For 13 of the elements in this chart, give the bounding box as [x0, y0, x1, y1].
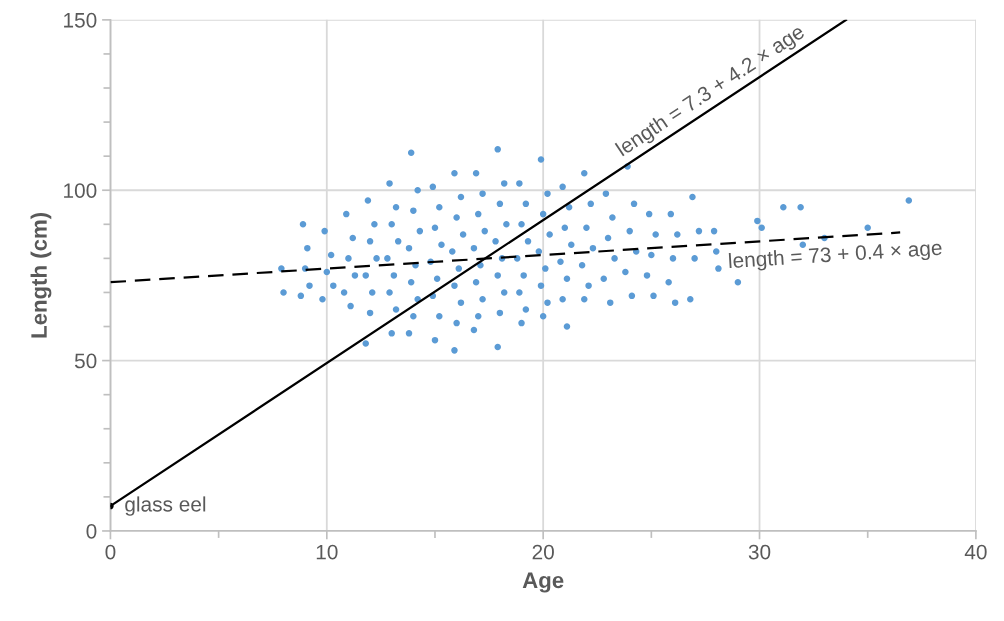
x-tick-label: 40 — [964, 544, 987, 560]
x-axis-title: Age — [522, 572, 564, 593]
y-tick-label: 100 — [64, 183, 97, 198]
y-tick-label: 50 — [74, 353, 97, 369]
annotation: glass eel — [125, 496, 206, 516]
x-tick-label: 20 — [532, 544, 554, 560]
x-tick-label: 0 — [105, 544, 116, 560]
y-axis-title: Length (cm) — [30, 212, 52, 338]
annotation: length = 73 + 0.4 × age — [728, 239, 943, 273]
x-tick-label: 10 — [316, 544, 338, 560]
x-tick-label: 30 — [748, 544, 771, 560]
y-tick-label: 0 — [86, 523, 97, 539]
y-tick-label: 150 — [64, 12, 97, 28]
